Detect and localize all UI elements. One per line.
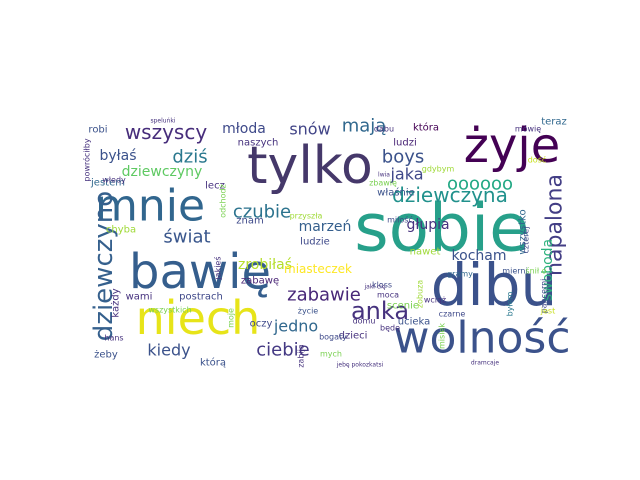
- word-36: ludzi: [393, 138, 417, 149]
- word-1: bawię: [129, 244, 271, 300]
- word-51: znam: [236, 216, 263, 227]
- word-24: kiedy: [147, 341, 190, 360]
- word-11: anka: [351, 297, 409, 325]
- word-5: niech: [136, 291, 261, 345]
- word-52: nawet: [410, 247, 441, 258]
- word-21: dziś: [172, 147, 207, 168]
- word-45: scenie: [387, 301, 419, 312]
- word-34: naszych: [238, 138, 279, 149]
- word-87: dramcaje: [471, 360, 499, 367]
- word-74: wszystkich: [148, 306, 191, 315]
- word-26: jedno: [273, 317, 318, 336]
- word-67: mówię: [515, 124, 541, 134]
- word-91: zabija: [297, 344, 306, 368]
- word-53: oczy: [250, 319, 273, 330]
- word-62: czarne: [439, 310, 466, 319]
- word-7: żyje: [464, 118, 560, 174]
- word-33: która: [413, 122, 439, 134]
- word-84: włedy: [102, 176, 126, 185]
- word-30: swoboda: [540, 239, 556, 301]
- word-78: wciąż: [424, 296, 446, 305]
- word-63: byłem: [506, 291, 515, 316]
- word-86: jebę pokozkatsi: [336, 362, 384, 369]
- word-59: bogaty: [319, 333, 347, 342]
- word-41: wami: [126, 292, 153, 303]
- word-94: jaki cię: [363, 284, 385, 291]
- word-9: dziewczyna: [392, 183, 508, 207]
- word-0: sobie: [354, 190, 530, 267]
- word-89: moca: [377, 291, 399, 300]
- word-48: robi: [88, 125, 107, 136]
- word-60: domu: [353, 317, 376, 326]
- word-58: mych: [320, 350, 342, 359]
- word-46: miasteczek: [284, 262, 352, 276]
- word-17: świat: [163, 227, 210, 248]
- word-32: dziewczyny: [122, 164, 203, 180]
- word-72: przyszła: [290, 212, 323, 221]
- word-31: byłaś: [99, 148, 136, 164]
- word-38: właśnie: [377, 187, 415, 199]
- word-55: chyba: [106, 225, 136, 236]
- word-40: postrach: [179, 292, 223, 303]
- word-39: wszystko: [518, 209, 529, 254]
- word-57: życie: [298, 307, 319, 316]
- word-37: ludzie: [300, 237, 330, 248]
- word-73: odchodź: [219, 184, 228, 218]
- word-35: jestem: [90, 178, 125, 189]
- word-22: młoda: [222, 121, 266, 137]
- word-16: ciebie: [256, 340, 309, 361]
- word-27: głupia: [406, 217, 449, 233]
- word-68: mierni: [502, 267, 527, 276]
- word-71: gdybym: [422, 165, 455, 174]
- word-12: zabawie: [287, 285, 361, 306]
- word-80: śnił o: [525, 266, 546, 276]
- word-54: żeby: [94, 350, 118, 361]
- word-92: zbawię: [369, 179, 397, 188]
- word-81: jest: [540, 307, 555, 316]
- word-15: boys: [382, 147, 424, 168]
- word-77: będę: [380, 324, 400, 333]
- word-61: kloss: [372, 281, 392, 290]
- word-90: hans: [104, 334, 123, 343]
- word-25: kocham: [452, 248, 507, 264]
- word-44: dzieci: [339, 331, 368, 342]
- word-49: teraz: [541, 117, 567, 128]
- word-50: lecz: [205, 181, 225, 192]
- word-43: ucieka: [398, 317, 431, 328]
- word-20: mają: [342, 116, 387, 137]
- word-14: oooooo: [447, 174, 513, 195]
- word-23: jaka: [389, 165, 423, 184]
- word-29: zrobiłaś: [238, 257, 292, 273]
- word-8: dziewczyno: [89, 191, 119, 341]
- word-75: jakieś: [213, 256, 223, 280]
- word-82: dość: [528, 155, 547, 165]
- word-70: pancerni: [540, 279, 549, 314]
- word-18: czubie: [233, 202, 291, 223]
- word-76: moje: [227, 308, 236, 328]
- word-66: dabu: [374, 125, 394, 134]
- word-69: czterej: [522, 227, 531, 254]
- word-47: zabawę: [241, 276, 279, 287]
- word-2: dibu: [431, 251, 558, 319]
- word-85: speluńki: [150, 118, 175, 125]
- word-64: gramy: [447, 270, 473, 279]
- word-65: miłość: [387, 215, 413, 225]
- word-42: którą: [200, 357, 226, 369]
- word-6: wolność: [393, 313, 570, 364]
- word-13: wszyscy: [125, 120, 208, 144]
- word-3: tylko: [247, 136, 373, 196]
- word-4: mnie: [95, 181, 205, 232]
- word-83: powróciłby: [82, 138, 92, 181]
- word-88: zobuza: [416, 280, 425, 308]
- word-79: misiek: [438, 323, 447, 349]
- word-93: lwia: [378, 172, 390, 179]
- word-10: napalona: [543, 174, 568, 276]
- word-56: każdy: [111, 288, 122, 317]
- word-19: snów: [289, 120, 330, 139]
- word-28: marzeń: [299, 219, 352, 235]
